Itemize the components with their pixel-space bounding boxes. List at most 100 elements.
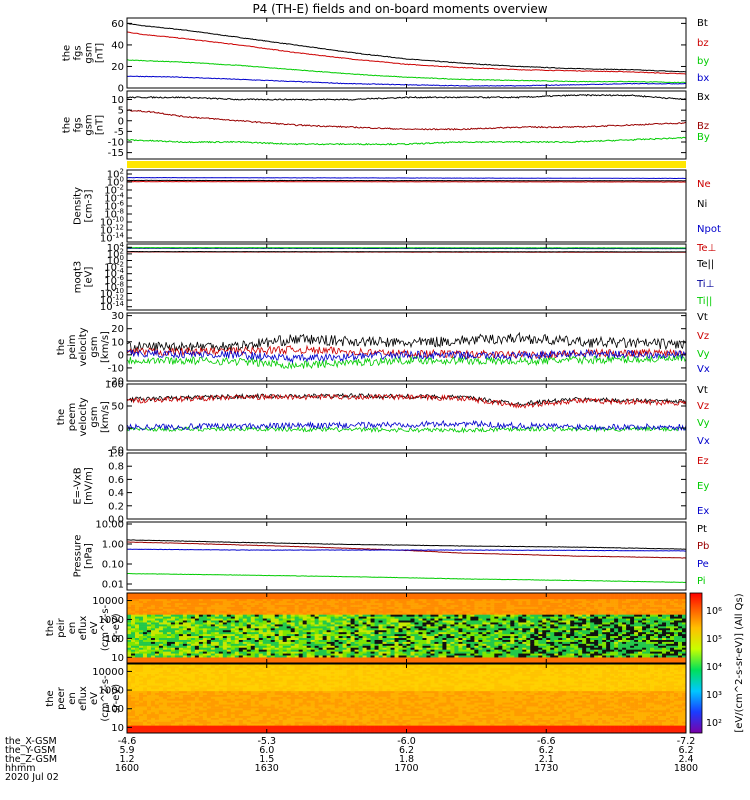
spectrogram-cell [127, 639, 132, 642]
spectrogram-cell [634, 596, 639, 600]
spectrogram-cell [322, 594, 327, 598]
spectrogram-cell [378, 637, 383, 640]
spectrogram-cell [274, 598, 280, 602]
spectrogram-cell [190, 626, 196, 629]
spectrogram-cell [506, 614, 511, 617]
spectrogram-cell [294, 624, 299, 627]
spectrogram-cell [302, 659, 307, 662]
spectrogram-cell [610, 614, 615, 617]
spectrogram-cell [574, 649, 579, 652]
spectrogram-cell [350, 653, 355, 656]
spectrogram-cell [382, 624, 387, 627]
spectrogram-cell [510, 594, 515, 598]
spectrogram-cell [286, 612, 291, 615]
spectrogram-cell [214, 631, 220, 635]
spectrogram-cell [466, 639, 471, 642]
spectrogram-cell [282, 645, 288, 648]
spectrogram-cell [302, 626, 307, 629]
spectrogram-cell [266, 612, 272, 615]
spectrogram-cell [438, 596, 443, 600]
spectrogram-cell [174, 651, 180, 654]
spectrogram-cell [630, 608, 635, 611]
spectrogram-cell [494, 604, 499, 607]
spectrogram-cell [638, 643, 643, 646]
spectrogram-cell [150, 657, 156, 660]
spectrogram-cell [502, 610, 507, 613]
spectrogram-cell [350, 618, 355, 621]
spectrogram-cell [494, 653, 499, 656]
spectrogram-cell [634, 612, 639, 615]
spectrogram-cell [258, 635, 264, 639]
spectrogram-cell [226, 618, 232, 621]
spectrogram-cell [366, 614, 371, 617]
spectrogram-cell [250, 626, 256, 629]
spectrogram-cell [186, 594, 192, 598]
spectrogram-cell [182, 614, 188, 617]
spectrogram-cell [398, 637, 403, 640]
spectrogram-cell [574, 620, 579, 623]
spectrogram-cell [206, 602, 212, 605]
spectrogram-cell [206, 596, 212, 600]
spectrogram-cell [294, 661, 299, 664]
spectrogram-cell [166, 659, 172, 662]
spectrogram-cell [422, 618, 427, 621]
spectrogram-cell [162, 661, 168, 664]
spectrogram-cell [370, 622, 375, 625]
spectrogram-cell [418, 628, 423, 631]
spectrogram-cell [158, 624, 164, 627]
spectrogram-cell [458, 602, 463, 605]
spectrogram-cell [482, 596, 487, 600]
spectrogram-cell [582, 616, 587, 619]
spectrogram-cell [302, 620, 307, 623]
spectrogram-cell [518, 593, 523, 596]
spectrogram-cell [590, 639, 595, 642]
spectrogram-cell [238, 659, 244, 662]
spectrogram-cell [534, 659, 539, 662]
spectrogram-cell [390, 602, 395, 605]
spectrogram-cell [226, 598, 232, 602]
spectrogram-cell [134, 610, 140, 613]
spectrogram-cell [222, 651, 228, 654]
spectrogram-cell [158, 633, 164, 637]
spectrogram-cell [150, 635, 156, 639]
spectrogram-cell [618, 653, 623, 656]
spectrogram-cell [382, 628, 387, 631]
spectrogram-cell [246, 645, 252, 648]
spectrogram-cell [506, 629, 511, 633]
spectrogram-cell [430, 604, 435, 607]
spectrogram-cell [146, 626, 152, 629]
y-tick-label: 0 [118, 84, 124, 95]
spectrogram-cell [134, 629, 140, 633]
spectrogram-cell [254, 653, 260, 656]
y-axis-label: fgs [73, 117, 84, 132]
spectrogram-cell [374, 593, 379, 596]
spectrogram-cell [442, 600, 447, 604]
spectrogram-cell [182, 657, 188, 660]
spectrogram-cell [470, 659, 475, 662]
spectrogram-cell [218, 649, 224, 652]
spectrogram-cell [426, 598, 431, 602]
spectrogram-cell [138, 651, 144, 654]
spectrogram-cell [534, 633, 539, 637]
spectrogram-cell [490, 610, 495, 613]
spectrogram-cell [130, 635, 136, 639]
spectrogram-cell [166, 645, 172, 648]
spectrogram-cell [246, 643, 252, 646]
spectrogram-cell [510, 659, 515, 662]
spectrogram-cell [206, 604, 212, 607]
spectrogram-cell [218, 651, 224, 654]
spectrogram-cell [210, 651, 216, 654]
spectrogram-cell [182, 594, 188, 598]
spectrogram-cell [238, 624, 244, 627]
spectrogram-cell [294, 643, 299, 646]
spectrogram-cell [494, 651, 499, 654]
spectrogram-cell [246, 618, 252, 621]
spectrogram-cell [346, 618, 351, 621]
spectrogram-cell [326, 653, 331, 656]
spectrogram-cell [638, 631, 643, 635]
spectrogram-cell [202, 594, 208, 598]
spectrogram-cell [366, 612, 371, 615]
spectrogram-cell [446, 616, 451, 619]
spectrogram-cell [174, 612, 180, 615]
